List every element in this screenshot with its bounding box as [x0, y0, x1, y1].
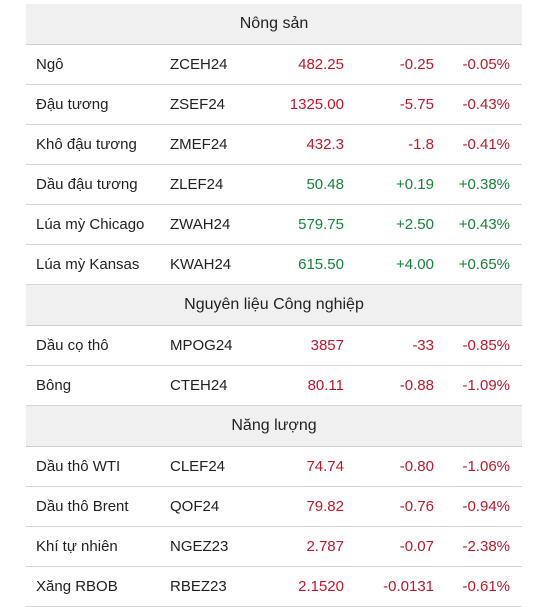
- change-value: -0.0131: [383, 578, 434, 595]
- ticker-code: CLEF24: [170, 458, 226, 475]
- price-value: 2.787: [306, 538, 344, 555]
- change-value: -33: [412, 337, 434, 354]
- section-header-nang-luong: Năng lượng: [26, 406, 522, 447]
- commodity-name: Dầu cọ thô: [36, 337, 109, 354]
- table-row: Đậu tương ZSEF24 1325.00 -5.75 -0.43%: [26, 85, 522, 125]
- percent-change: -0.05%: [462, 56, 510, 73]
- change-value: -1.8: [408, 136, 434, 153]
- table-row: Dầu thô Brent QOF24 79.82 -0.76 -0.94%: [26, 487, 522, 527]
- table-row: Khô đậu tương ZMEF24 432.3 -1.8 -0.41%: [26, 125, 522, 165]
- ticker-code: ZSEF24: [170, 96, 226, 113]
- table-row: Bông CTEH24 80.11 -0.88 -1.09%: [26, 366, 522, 406]
- price-value: 2.1520: [298, 578, 344, 595]
- price-value: 50.48: [306, 176, 344, 193]
- price-value: 1325.00: [289, 96, 344, 113]
- commodity-name: Ngô: [36, 56, 64, 73]
- percent-change: -0.43%: [462, 96, 510, 113]
- price-value: 79.82: [306, 498, 344, 515]
- commodity-name: Đậu tương: [36, 96, 109, 113]
- ticker-code: QOF24: [170, 498, 220, 515]
- table-row: Dầu thô WTI CLEF24 74.74 -0.80 -1.06%: [26, 447, 522, 487]
- change-value: -0.07: [399, 538, 434, 555]
- table-row: Khí tự nhiên NGEZ23 2.787 -0.07 -2.38%: [26, 527, 522, 567]
- percent-change: -1.06%: [462, 458, 510, 475]
- percent-change: -2.38%: [462, 538, 510, 555]
- price-value: 482.25: [298, 56, 344, 73]
- change-value: +2.50: [396, 216, 434, 233]
- table-row: Ngô ZCEH24 482.25 -0.25 -0.05%: [26, 45, 522, 85]
- change-value: -0.80: [399, 458, 434, 475]
- change-value: +0.19: [396, 176, 434, 193]
- ticker-code: CTEH24: [170, 377, 228, 394]
- percent-change: +0.43%: [458, 216, 510, 233]
- table-row: Dầu đậu tương ZLEF24 50.48 +0.19 +0.38%: [26, 165, 522, 205]
- percent-change: -0.41%: [462, 136, 510, 153]
- commodity-name: Dầu thô WTI: [36, 458, 121, 475]
- price-value: 432.3: [306, 136, 344, 153]
- change-value: +4.00: [396, 256, 434, 273]
- commodity-name: Lúa mỳ Chicago: [36, 216, 145, 233]
- change-value: -0.88: [399, 377, 434, 394]
- ticker-code: ZCEH24: [170, 56, 228, 73]
- percent-change: -1.09%: [462, 377, 510, 394]
- section-header-nong-san: Nông sản: [26, 4, 522, 45]
- table-row: Lúa mỳ Chicago ZWAH24 579.75 +2.50 +0.43…: [26, 205, 522, 245]
- price-value: 80.11: [307, 377, 344, 394]
- change-value: -0.25: [399, 56, 434, 73]
- percent-change: +0.65%: [458, 256, 510, 273]
- ticker-code: KWAH24: [170, 256, 232, 273]
- commodity-name: Dầu đậu tương: [36, 176, 138, 193]
- percent-change: -0.94%: [462, 498, 510, 515]
- ticker-code: ZLEF24: [170, 176, 224, 193]
- ticker-code: NGEZ23: [170, 538, 229, 555]
- table-row: Dầu cọ thô MPOG24 3857 -33 -0.85%: [26, 326, 522, 366]
- price-value: 74.74: [306, 458, 344, 475]
- percent-change: -0.61%: [462, 578, 510, 595]
- price-value: 615.50: [298, 256, 344, 273]
- ticker-code: RBEZ23: [170, 578, 227, 595]
- percent-change: +0.38%: [458, 176, 510, 193]
- change-value: -5.75: [399, 96, 434, 113]
- commodity-name: Xăng RBOB: [36, 578, 118, 595]
- percent-change: -0.85%: [462, 337, 510, 354]
- commodity-name: Dầu thô Brent: [36, 498, 129, 515]
- change-value: -0.76: [399, 498, 434, 515]
- price-value: 579.75: [298, 216, 344, 233]
- table-row: Lúa mỳ Kansas KWAH24 615.50 +4.00 +0.65%: [26, 245, 522, 285]
- table-row: Xăng RBOB RBEZ23 2.1520 -0.0131 -0.61%: [26, 567, 522, 607]
- commodity-name: Khô đậu tương: [36, 136, 137, 153]
- commodity-name: Lúa mỳ Kansas: [36, 256, 140, 273]
- price-value: 3857: [310, 337, 344, 354]
- section-header-nguyen-lieu-cong-nghiep: Nguyên liệu Công nghiệp: [26, 285, 522, 326]
- ticker-code: MPOG24: [170, 337, 233, 354]
- ticker-code: ZWAH24: [170, 216, 231, 233]
- commodity-name: Khí tự nhiên: [36, 538, 118, 555]
- commodity-price-table: Nông sản Ngô ZCEH24 482.25 -0.25 -0.05% …: [26, 4, 522, 607]
- ticker-code: ZMEF24: [170, 136, 228, 153]
- commodity-name: Bông: [36, 377, 72, 394]
